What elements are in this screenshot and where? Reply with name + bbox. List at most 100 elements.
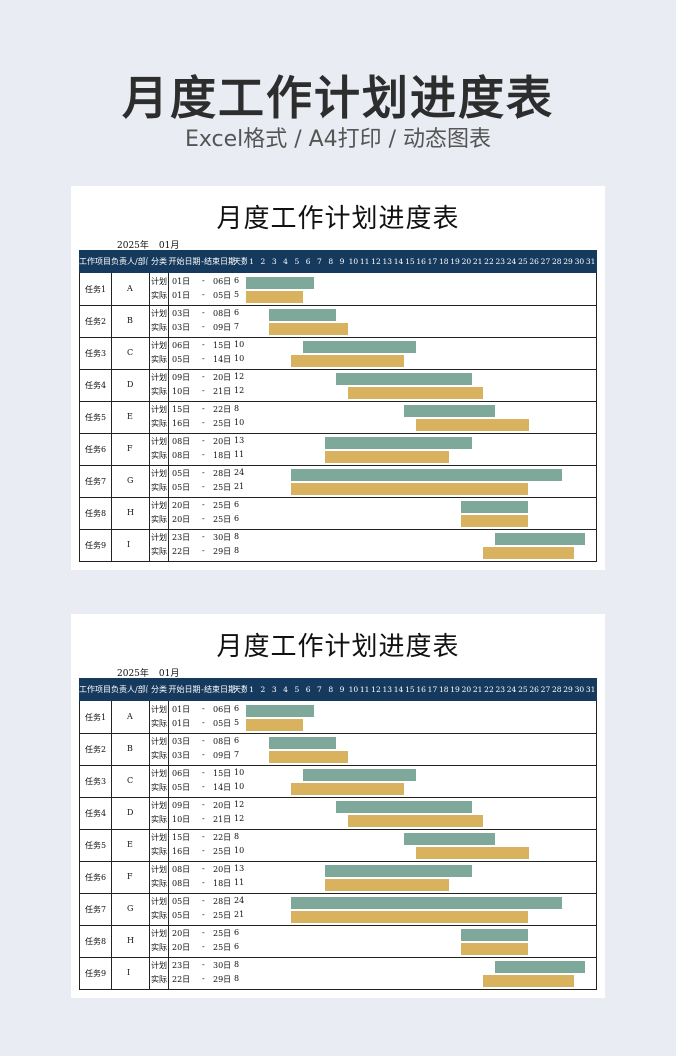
hdr-owner: 负责人/部门 [111, 257, 148, 266]
plan-start-date: 20日 [172, 501, 191, 510]
hdr-dash: - [201, 257, 204, 266]
actual-end-date: 25日 [213, 483, 232, 492]
column-divider [168, 829, 169, 861]
task-name: 任务9 [85, 541, 107, 550]
task-owner: B [127, 744, 133, 753]
task-name: 任务8 [85, 509, 107, 518]
year-label: 2025年 [117, 669, 149, 679]
actual-start-date: 05日 [172, 483, 191, 492]
day-header-9: 9 [339, 685, 345, 694]
task-row: 任务6 F 计划 08日 -20日 13 实际 08日 -18日 11 [79, 861, 597, 894]
actual-end-date: 25日 [213, 911, 232, 920]
task-row: 任务8 H 计划 20日 -25日 6 实际 20日 -25日 6 [79, 497, 597, 530]
plan-days: 8 [234, 832, 240, 841]
column-divider [596, 337, 597, 369]
actual-bar [415, 847, 529, 859]
actual-start-date: 03日 [172, 323, 191, 332]
sheet-title: 月度工作计划进度表 [216, 204, 460, 234]
column-divider [111, 957, 112, 989]
task-name: 任务6 [85, 873, 107, 882]
actual-end-date: 05日 [213, 719, 232, 728]
day-header-28: 28 [551, 257, 562, 266]
actual-end-date: 21日 [213, 815, 232, 824]
actual-start-date: 05日 [172, 783, 191, 792]
actual-days: 10 [234, 846, 245, 855]
plan-start-date: 08日 [172, 865, 191, 874]
column-divider [149, 273, 150, 305]
plan-bar [494, 533, 585, 545]
actual-days: 10 [234, 782, 245, 791]
plan-end-date: 08日 [213, 309, 232, 318]
task-row: 任务5 E 计划 15日 -22日 8 实际 16日 -25日 10 [79, 829, 597, 862]
date-separator: - [202, 910, 205, 919]
plan-days: 6 [234, 736, 240, 745]
column-divider [596, 529, 597, 561]
date-separator: - [202, 418, 205, 427]
column-divider [168, 701, 169, 733]
day-header-17: 17 [427, 685, 438, 694]
hdr-start: 开始日期 [168, 685, 201, 694]
date-separator: - [202, 750, 205, 759]
actual-end-date: 09日 [213, 751, 232, 760]
actual-bar [268, 323, 348, 335]
date-separator: - [202, 768, 205, 777]
plan-end-date: 30日 [213, 961, 232, 970]
date-separator: - [202, 546, 205, 555]
task-owner: F [127, 872, 133, 881]
plan-end-date: 22日 [213, 833, 232, 842]
task-owner: G [127, 476, 134, 485]
actual-label: 实际 [151, 323, 167, 332]
task-owner: H [127, 936, 134, 945]
column-divider [111, 733, 112, 765]
task-name: 任务2 [85, 745, 107, 754]
actual-bar [291, 483, 529, 495]
actual-bar [460, 515, 529, 527]
actual-start-date: 01日 [172, 719, 191, 728]
task-owner: E [127, 840, 133, 849]
task-owner: F [127, 444, 133, 453]
hdr-days: 天数 [233, 257, 247, 266]
plan-start-date: 03日 [172, 309, 191, 318]
task-row: 任务3 C 计划 06日 -15日 10 实际 05日 -14日 10 [79, 765, 597, 798]
day-header-15: 15 [405, 685, 415, 694]
plan-label: 计划 [151, 769, 167, 778]
day-header-11: 11 [359, 685, 370, 694]
column-divider [168, 797, 169, 829]
plan-bar [404, 405, 495, 417]
actual-bar [268, 751, 348, 763]
column-divider [111, 497, 112, 529]
day-header-3: 3 [271, 257, 277, 266]
plan-days: 24 [234, 896, 245, 905]
day-header-4: 4 [283, 685, 288, 694]
plan-label: 计划 [151, 341, 167, 350]
column-divider [168, 925, 169, 957]
column-divider [79, 529, 80, 561]
plan-end-date: 20日 [213, 801, 232, 810]
day-header-14: 14 [393, 257, 404, 266]
hdr-dash: - [201, 685, 204, 694]
day-header-7: 7 [317, 257, 322, 266]
plan-bar [246, 705, 314, 717]
plan-days: 6 [234, 276, 240, 285]
task-owner: C [127, 348, 134, 357]
date-separator: - [202, 532, 205, 541]
sheet-preview-1: 月度工作计划进度表2025年01月工作项目负责人/部门分类开始日期-结束日期天数… [71, 186, 605, 570]
date-separator: - [202, 354, 205, 363]
actual-days: 11 [234, 878, 245, 887]
actual-start-date: 20日 [172, 943, 191, 952]
actual-days: 7 [234, 750, 240, 759]
date-separator: - [202, 372, 205, 381]
plan-label: 计划 [151, 373, 167, 382]
plan-label: 计划 [151, 469, 167, 478]
task-row: 任务6 F 计划 08日 -20日 13 实际 08日 -18日 11 [79, 433, 597, 466]
actual-end-date: 25日 [213, 419, 232, 428]
column-divider [79, 861, 80, 893]
plan-bar [460, 501, 529, 513]
plan-end-date: 25日 [213, 929, 232, 938]
actual-end-date: 25日 [213, 847, 232, 856]
plan-end-date: 22日 [213, 405, 232, 414]
day-header-29: 29 [563, 685, 573, 694]
column-divider [111, 529, 112, 561]
plan-end-date: 20日 [213, 437, 232, 446]
plan-days: 8 [234, 960, 240, 969]
